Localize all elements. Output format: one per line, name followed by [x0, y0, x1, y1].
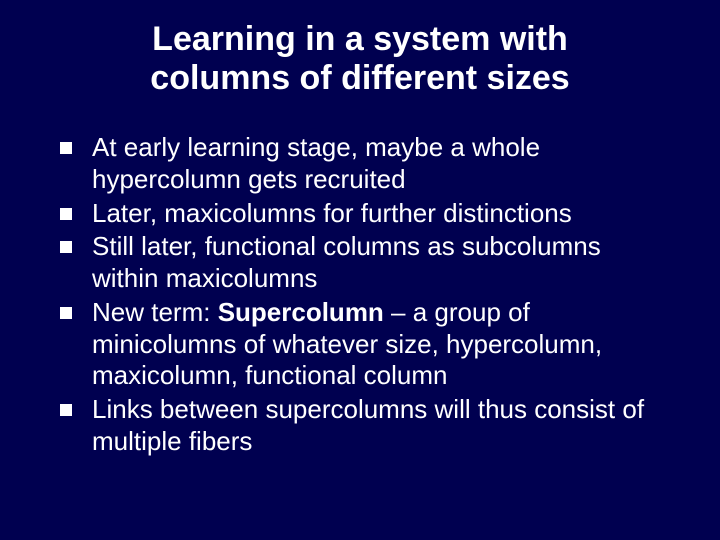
list-item: Still later, functional columns as subco…	[48, 231, 672, 294]
bullet-bold: Supercolumn	[218, 297, 384, 327]
list-item: Links between supercolumns will thus con…	[48, 394, 672, 457]
bullet-text: New term:	[92, 297, 218, 327]
bullet-list: At early learning stage, maybe a whole h…	[48, 132, 672, 457]
bullet-text: At early learning stage, maybe a whole h…	[92, 132, 540, 194]
title-line-1: Learning in a system with	[152, 20, 568, 58]
title-line-2: columns of different sizes	[150, 59, 569, 97]
bullet-text: Later, maxicolumns for further distincti…	[92, 198, 572, 228]
list-item: New term: Supercolumn – a group of minic…	[48, 297, 672, 392]
bullet-text: Still later, functional columns as subco…	[92, 231, 601, 293]
bullet-text: Links between supercolumns will thus con…	[92, 394, 644, 456]
list-item: Later, maxicolumns for further distincti…	[48, 198, 672, 230]
slide: Learning in a system with columns of dif…	[0, 0, 720, 540]
list-item: At early learning stage, maybe a whole h…	[48, 132, 672, 195]
slide-title: Learning in a system with columns of dif…	[48, 20, 672, 98]
